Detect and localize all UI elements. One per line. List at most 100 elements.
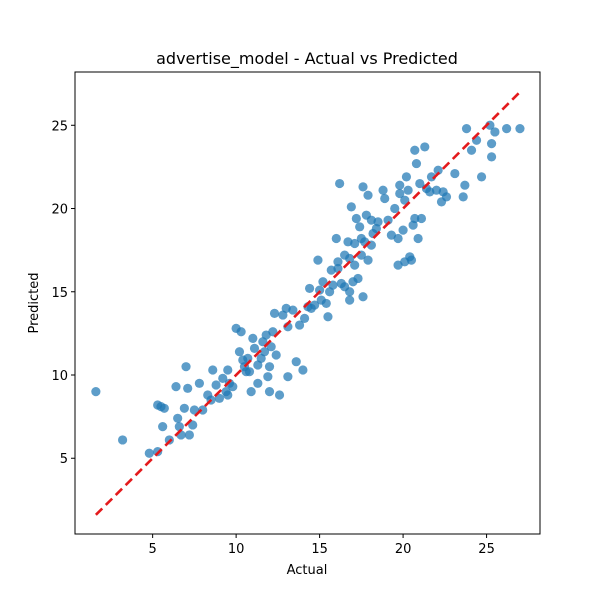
data-point — [333, 257, 343, 267]
data-point — [248, 333, 258, 343]
data-point — [274, 390, 285, 400]
data-point — [502, 124, 512, 134]
data-point — [415, 178, 425, 189]
data-point — [490, 127, 500, 137]
data-point — [400, 195, 410, 205]
data-point — [189, 405, 199, 415]
data-point — [288, 305, 298, 315]
data-point — [403, 185, 413, 195]
data-point — [264, 387, 275, 397]
plot-frame — [74, 71, 541, 535]
data-point — [181, 362, 191, 372]
data-point — [395, 188, 405, 199]
data-point — [299, 313, 310, 323]
data-point — [259, 347, 270, 357]
data-point — [188, 420, 198, 430]
data-point — [486, 152, 497, 162]
data-point — [211, 380, 221, 390]
data-point — [515, 124, 525, 134]
data-point — [271, 350, 281, 360]
data-point — [174, 422, 184, 432]
data-point — [433, 165, 443, 175]
x-tick-label: 25 — [478, 542, 495, 557]
data-point — [350, 238, 360, 249]
data-point — [380, 193, 390, 204]
data-point — [345, 253, 355, 264]
data-point — [269, 308, 280, 319]
data-point — [234, 347, 245, 357]
data-point — [331, 233, 341, 244]
data-point — [249, 343, 260, 353]
x-tick-label: 20 — [395, 542, 412, 557]
data-point — [358, 182, 368, 192]
data-point — [333, 263, 343, 274]
data-point — [223, 365, 233, 375]
x-axis-label: Actual — [287, 563, 328, 578]
data-point — [466, 145, 477, 155]
data-point — [144, 448, 154, 458]
data-point — [390, 203, 400, 214]
data-point — [266, 342, 276, 352]
data-point — [363, 255, 373, 265]
data-point — [291, 357, 301, 367]
data-point — [117, 435, 128, 445]
data-point — [171, 382, 181, 392]
data-point — [304, 283, 315, 294]
data-point — [398, 225, 408, 235]
reference-line — [94, 91, 521, 516]
data-point — [318, 277, 328, 287]
data-point — [345, 287, 355, 297]
chart-title: advertise_model - Actual vs Predicted — [156, 49, 458, 69]
data-point — [323, 312, 333, 322]
data-point — [194, 378, 204, 388]
data-point — [411, 158, 422, 169]
reference-line-layer — [94, 91, 521, 516]
data-point — [461, 124, 472, 134]
data-point — [441, 192, 452, 202]
data-point — [345, 295, 355, 305]
y-tick-label: 25 — [51, 119, 68, 134]
data-point — [310, 300, 320, 310]
points-layer — [91, 120, 525, 458]
data-point — [410, 213, 420, 224]
data-point — [486, 138, 497, 149]
data-point — [263, 372, 273, 382]
data-point — [413, 233, 423, 244]
data-point — [363, 190, 373, 200]
data-point — [420, 142, 430, 152]
data-point — [313, 255, 323, 265]
data-point — [264, 362, 275, 372]
data-point — [401, 172, 412, 182]
data-point — [350, 260, 360, 270]
data-point — [184, 430, 194, 440]
data-point — [253, 378, 263, 388]
data-point — [410, 145, 420, 155]
data-point — [236, 327, 246, 337]
data-point — [268, 327, 278, 337]
y-axis-label: Predicted — [27, 272, 42, 333]
x-tick-label: 5 — [148, 542, 156, 557]
data-point — [378, 185, 388, 195]
data-point — [321, 298, 331, 309]
data-point — [298, 365, 308, 375]
data-point — [416, 213, 427, 224]
data-point — [458, 192, 468, 202]
data-point — [183, 383, 193, 393]
data-point — [173, 413, 183, 423]
data-point — [406, 255, 417, 265]
y-tick-label: 20 — [51, 203, 68, 218]
y-axis-ticks: 5 10 15 20 25 — [51, 119, 75, 467]
data-point — [294, 320, 305, 330]
data-point — [159, 403, 169, 413]
data-point — [214, 393, 225, 403]
data-point — [244, 367, 255, 377]
data-point — [346, 202, 356, 212]
data-point — [476, 172, 487, 182]
data-point — [158, 422, 168, 432]
data-point — [335, 178, 345, 189]
data-point — [218, 373, 228, 383]
data-point — [353, 273, 363, 284]
x-axis-ticks: 5 10 15 20 25 — [148, 534, 495, 557]
data-point — [223, 390, 233, 400]
